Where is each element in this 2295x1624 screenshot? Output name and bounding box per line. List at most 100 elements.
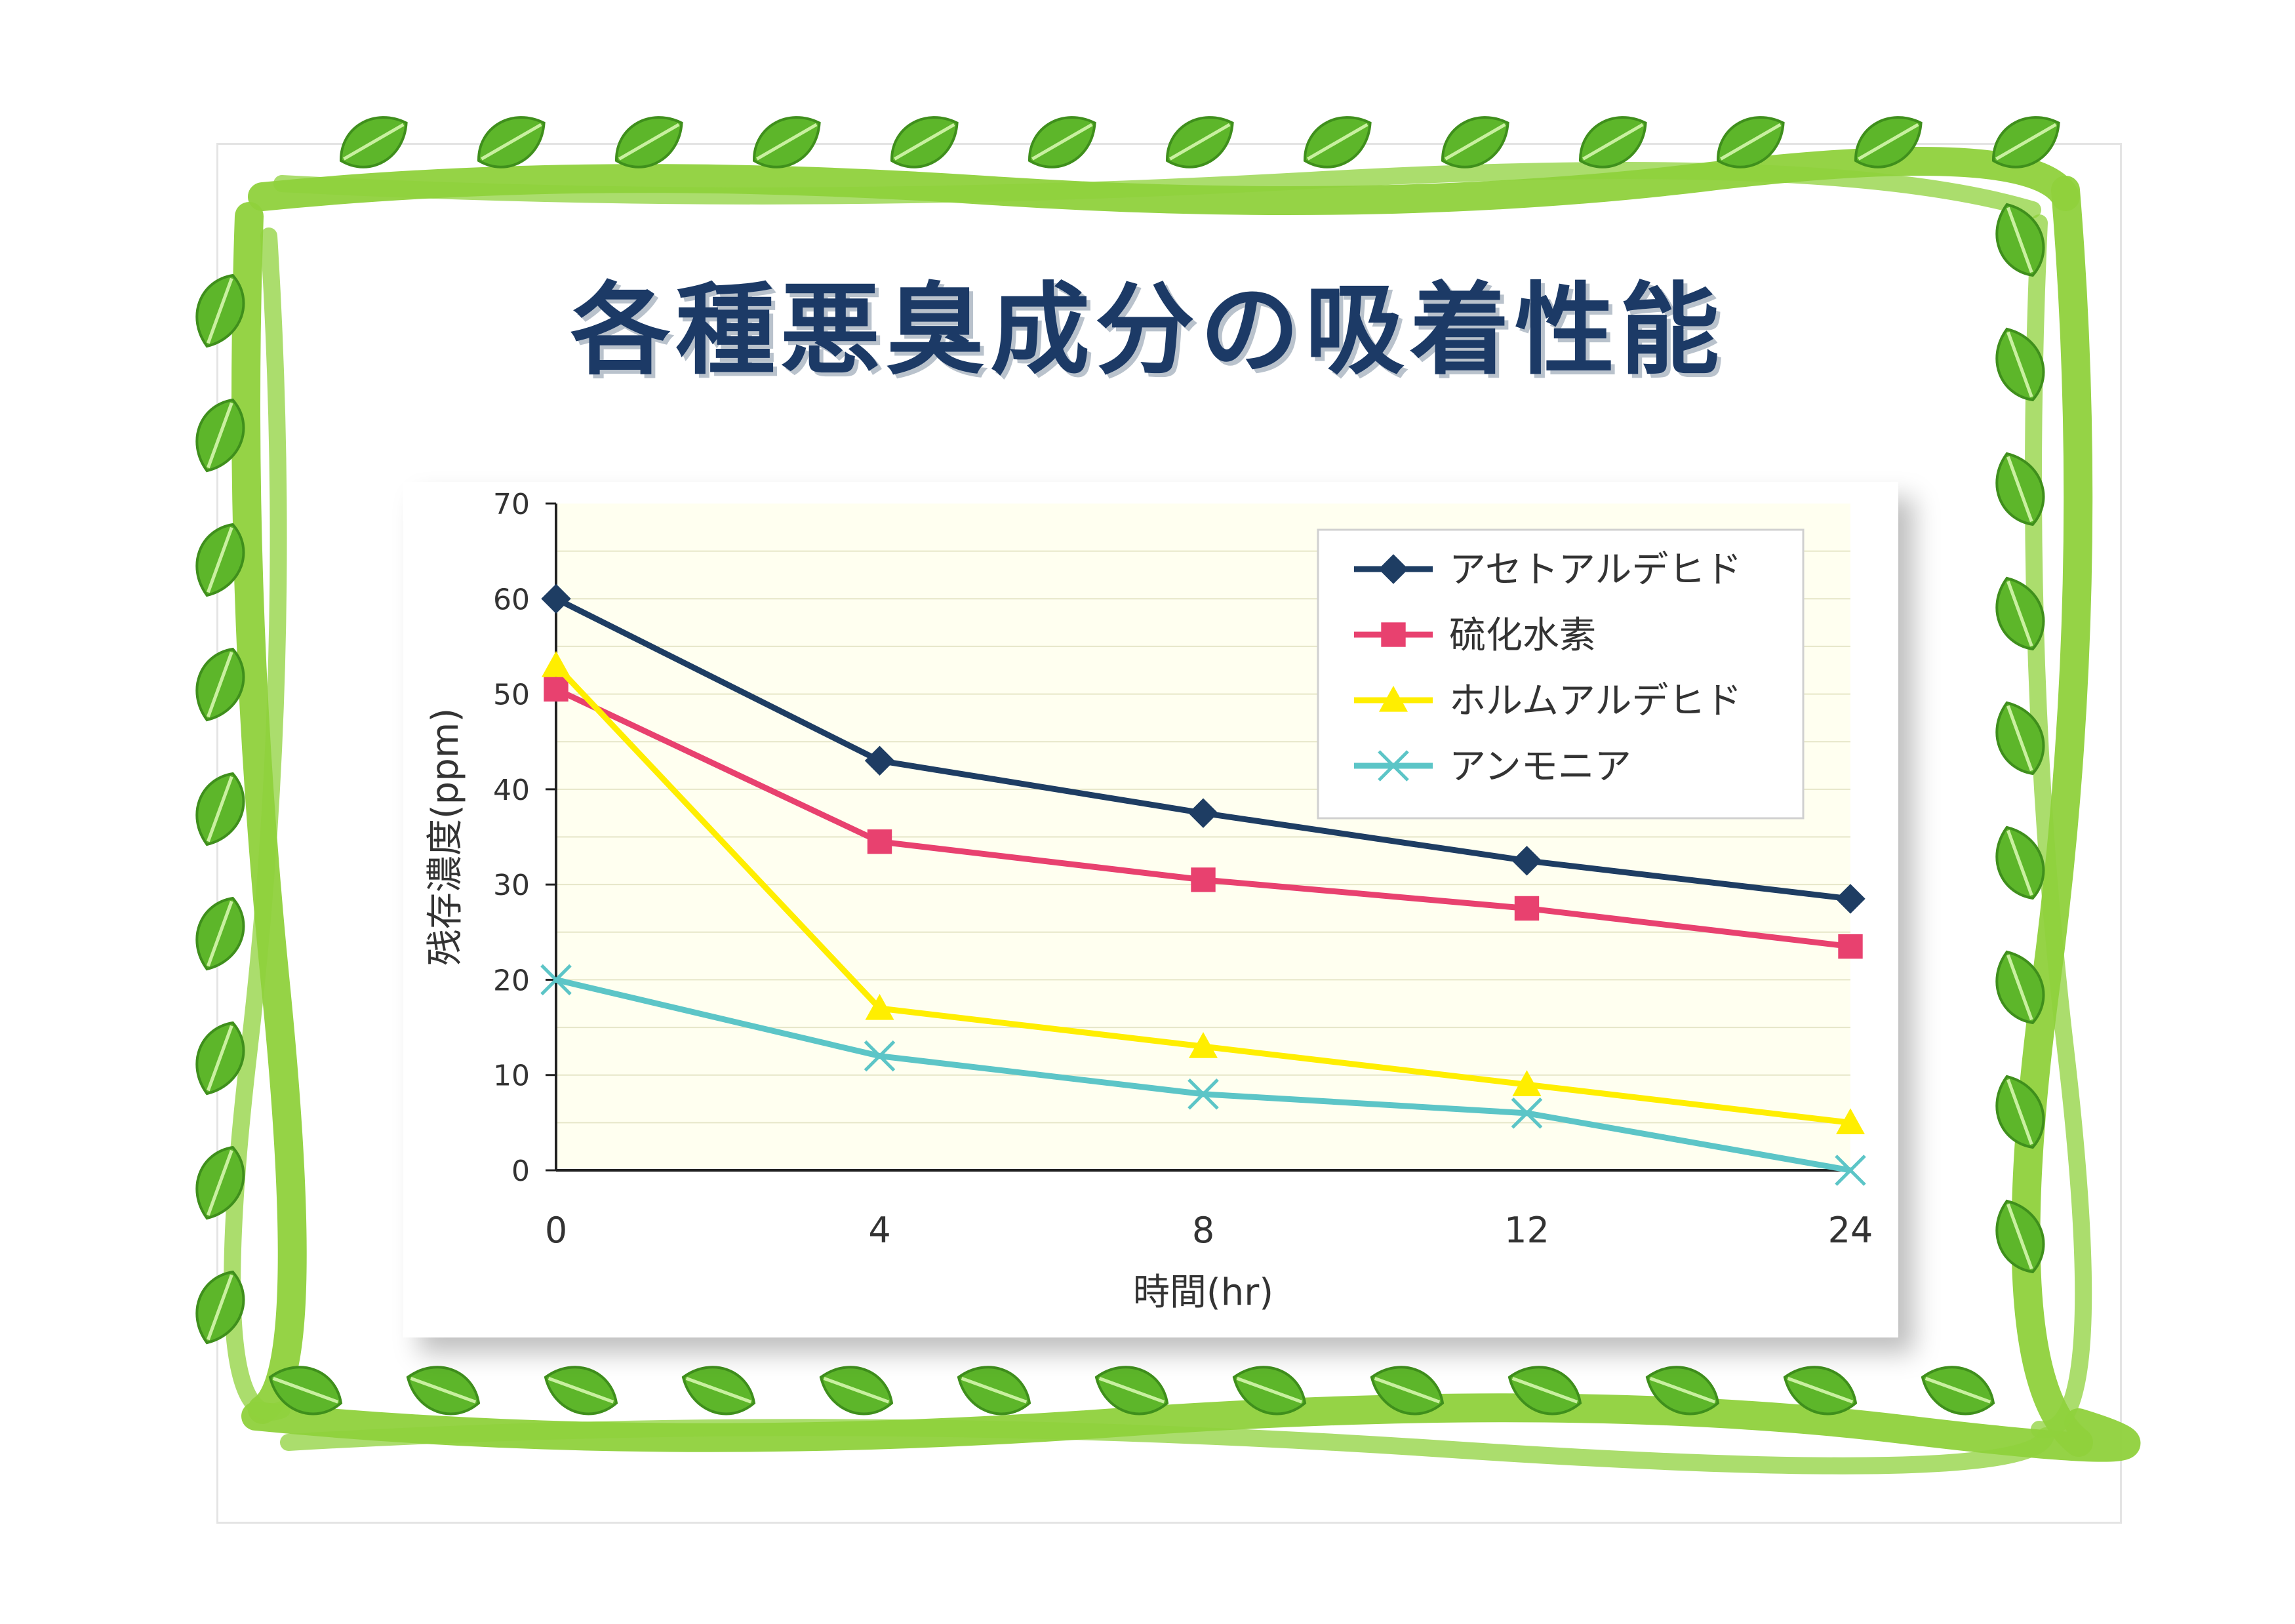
data-point — [1187, 1079, 1219, 1110]
leaf-icon — [339, 116, 408, 168]
leaf-icon — [957, 1366, 1031, 1416]
x-tick-label: 4 — [868, 1210, 890, 1251]
leaf-icon — [1716, 116, 1785, 168]
leaf-icon — [1028, 116, 1096, 168]
x-tick-label: 24 — [1828, 1210, 1873, 1251]
data-point — [544, 677, 569, 702]
leaf-icon — [1995, 203, 2045, 277]
leaf-icon — [1995, 576, 2045, 651]
leaf-icon — [195, 1270, 245, 1345]
legend-label: アセトアルデヒド — [1449, 549, 1742, 591]
vine-stroke — [2025, 214, 2092, 1438]
data-point — [1835, 1155, 1866, 1186]
leaf-icon — [1995, 1199, 2045, 1274]
vine-stroke — [224, 228, 290, 1421]
data-point — [1514, 896, 1540, 921]
legend-item: ホルムアルデヒド — [1354, 680, 1742, 723]
leaf-icon — [1441, 116, 1509, 168]
vine-stroke — [273, 162, 2041, 218]
leaf-icon — [1645, 1366, 1720, 1416]
leaf-icon — [1094, 1366, 1169, 1416]
leaf-icon — [1578, 116, 1647, 168]
leaf-icon — [890, 116, 959, 168]
vine-stroke — [248, 147, 2080, 215]
leaf-icon — [1995, 327, 2045, 402]
leaf-icon — [195, 772, 245, 846]
leaf-icon — [195, 647, 245, 722]
leaf-icon — [1232, 1366, 1307, 1416]
leaf-icon — [1303, 116, 1372, 168]
leaf-icon — [1783, 1366, 1858, 1416]
leaf-icon — [195, 1145, 245, 1220]
leaf-icon — [1995, 825, 2045, 900]
legend-item: アンモニア — [1354, 745, 1631, 788]
leaf-icon — [1507, 1366, 1582, 1416]
data-point — [1836, 1108, 1865, 1134]
leaf-icon — [1995, 1075, 2045, 1149]
data-point — [1838, 934, 1863, 959]
leaf-icon — [1370, 1366, 1445, 1416]
y-tick-label: 40 — [493, 774, 530, 807]
leaf-icon — [195, 273, 245, 348]
leaf-icon — [195, 398, 245, 473]
legend-label: アンモニア — [1449, 745, 1631, 788]
data-point — [864, 745, 895, 776]
leaf-icon — [1995, 452, 2045, 526]
data-point — [1378, 554, 1408, 584]
data-point — [864, 1040, 896, 1072]
x-axis-label: 時間(hr) — [1133, 1271, 1273, 1314]
data-point — [1381, 622, 1406, 647]
legend-label: ホルムアルデヒド — [1449, 680, 1742, 723]
leaf-icon — [268, 1366, 343, 1416]
leaf-icon — [681, 1366, 756, 1416]
leaf-icon — [752, 116, 821, 168]
x-tick-label: 8 — [1192, 1210, 1214, 1251]
leaf-icon — [1995, 950, 2045, 1025]
leaf-icon — [1991, 116, 2060, 168]
leaf-icon — [195, 896, 245, 971]
x-tick-label: 12 — [1504, 1210, 1549, 1251]
series — [541, 584, 1866, 914]
y-tick-label: 30 — [493, 869, 530, 902]
data-point — [1511, 1098, 1543, 1129]
data-point — [540, 964, 572, 996]
leaf-icon — [614, 116, 683, 168]
legend-item: アセトアルデヒド — [1354, 549, 1742, 591]
leaf-icon — [1854, 116, 1923, 168]
data-point — [1835, 884, 1866, 914]
leaf-icon — [544, 1366, 618, 1416]
data-point — [542, 650, 570, 677]
data-point — [1188, 798, 1218, 828]
page-title: 各種悪臭成分の吸着性能 — [570, 272, 1725, 388]
y-tick-label: 0 — [511, 1155, 530, 1188]
data-point — [1512, 1070, 1542, 1096]
leaf-icon — [819, 1366, 894, 1416]
data-point — [1378, 750, 1409, 782]
data-point — [867, 829, 892, 854]
legend-item: 硫化水素 — [1354, 614, 1596, 657]
leaf-icon — [406, 1366, 481, 1416]
series — [542, 650, 1865, 1134]
leaf-icon — [195, 1021, 245, 1096]
data-point — [1191, 867, 1216, 892]
y-tick-label: 60 — [493, 583, 530, 616]
data-point — [1511, 846, 1542, 876]
leaf-icon — [477, 116, 546, 168]
leaf-icon — [1165, 116, 1234, 168]
series — [544, 677, 1863, 959]
y-tick-label: 50 — [493, 679, 530, 712]
leaf-icon — [1995, 701, 2045, 776]
legend-label: 硫化水素 — [1449, 614, 1596, 657]
data-point — [865, 994, 894, 1020]
x-tick-label: 0 — [545, 1210, 567, 1251]
data-point — [1189, 1032, 1218, 1058]
y-axis-label: 残存濃度(ppm) — [424, 708, 467, 966]
y-tick-label: 70 — [493, 488, 530, 521]
y-tick-label: 20 — [493, 964, 530, 997]
leaf-icon — [1921, 1366, 1995, 1416]
y-tick-label: 10 — [493, 1060, 530, 1093]
vine-stroke — [280, 1419, 2054, 1475]
series — [540, 964, 1866, 1186]
